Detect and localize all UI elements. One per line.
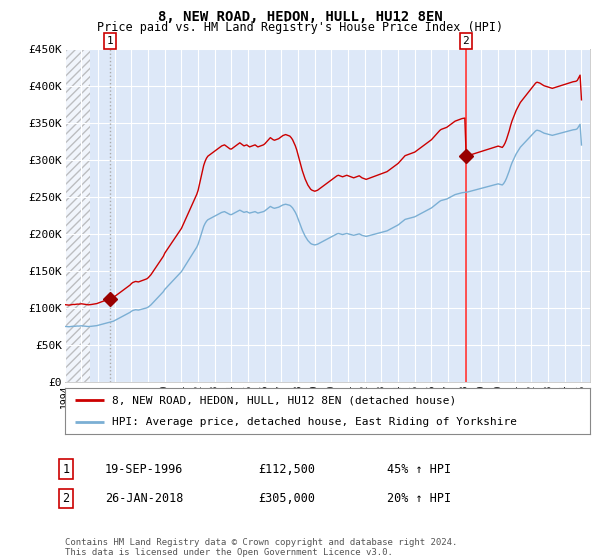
Text: 2: 2	[62, 492, 70, 505]
Text: 8, NEW ROAD, HEDON, HULL, HU12 8EN: 8, NEW ROAD, HEDON, HULL, HU12 8EN	[158, 10, 442, 24]
Text: £112,500: £112,500	[258, 463, 315, 476]
Text: 45% ↑ HPI: 45% ↑ HPI	[387, 463, 451, 476]
Text: 8, NEW ROAD, HEDON, HULL, HU12 8EN (detached house): 8, NEW ROAD, HEDON, HULL, HU12 8EN (deta…	[112, 395, 457, 405]
Text: 1: 1	[107, 36, 113, 46]
Text: Price paid vs. HM Land Registry's House Price Index (HPI): Price paid vs. HM Land Registry's House …	[97, 21, 503, 34]
Text: 19-SEP-1996: 19-SEP-1996	[105, 463, 184, 476]
Text: 26-JAN-2018: 26-JAN-2018	[105, 492, 184, 505]
Text: £305,000: £305,000	[258, 492, 315, 505]
Text: 2: 2	[463, 36, 469, 46]
Text: Contains HM Land Registry data © Crown copyright and database right 2024.
This d: Contains HM Land Registry data © Crown c…	[65, 538, 457, 557]
Text: 20% ↑ HPI: 20% ↑ HPI	[387, 492, 451, 505]
Text: 1: 1	[62, 463, 70, 476]
Text: HPI: Average price, detached house, East Riding of Yorkshire: HPI: Average price, detached house, East…	[112, 417, 517, 427]
